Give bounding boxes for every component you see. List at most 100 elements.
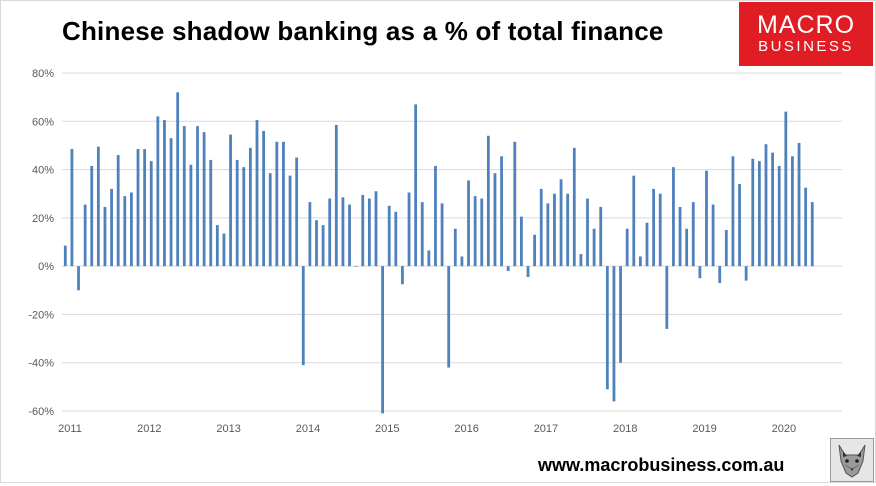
bar — [473, 196, 477, 267]
bar — [566, 193, 570, 267]
bar — [804, 187, 808, 267]
bar — [196, 126, 199, 267]
bar — [282, 141, 285, 267]
bar — [420, 202, 424, 267]
bar — [123, 196, 127, 267]
bar — [638, 256, 642, 267]
bar — [797, 143, 801, 267]
bar — [275, 141, 279, 267]
bar — [83, 204, 87, 267]
bar — [407, 192, 411, 267]
bar — [619, 266, 622, 363]
bar — [559, 179, 563, 267]
bar — [764, 144, 768, 267]
logo-line1: MACRO — [756, 11, 856, 39]
bar — [632, 175, 636, 267]
bar — [143, 149, 147, 267]
bar — [480, 198, 484, 267]
y-tick-label: 80% — [32, 68, 54, 80]
bar — [572, 147, 576, 267]
bar — [156, 116, 160, 267]
bar — [579, 254, 583, 267]
bar — [315, 220, 318, 267]
bar — [777, 165, 781, 267]
x-tick-label: 2011 — [58, 423, 82, 435]
bar — [526, 266, 530, 278]
bar — [751, 158, 755, 267]
bar — [248, 147, 252, 267]
bar — [235, 159, 239, 267]
bar — [262, 130, 266, 267]
macrobusiness-logo: MACRO BUSINESS — [739, 2, 873, 66]
bar — [493, 173, 497, 267]
bar — [229, 134, 232, 267]
wolf-icon — [830, 438, 874, 482]
page-title: Chinese shadow banking as a % of total f… — [62, 16, 664, 46]
x-tick-label: 2013 — [216, 423, 240, 435]
bar — [387, 205, 391, 267]
bar — [612, 266, 616, 402]
y-tick-label: -60% — [28, 406, 54, 418]
bar — [348, 204, 351, 267]
bar — [592, 228, 596, 267]
bar — [467, 180, 470, 267]
y-tick-label: 20% — [32, 213, 54, 225]
bar — [242, 167, 246, 267]
bar — [176, 92, 180, 267]
bar — [215, 225, 219, 267]
y-tick-label: -40% — [28, 358, 54, 370]
bar — [130, 192, 133, 267]
bar — [255, 120, 259, 267]
bar — [222, 233, 226, 267]
x-tick-label: 2017 — [534, 423, 558, 435]
x-tick-label: 2015 — [375, 423, 399, 435]
bar — [665, 266, 669, 329]
bars — [63, 92, 814, 414]
bar — [136, 149, 140, 267]
bar — [70, 149, 74, 267]
bar — [401, 266, 404, 285]
bar — [645, 222, 649, 267]
bar — [381, 266, 384, 414]
bar — [308, 202, 312, 267]
bar — [784, 111, 788, 267]
bar — [163, 120, 166, 267]
bar — [705, 170, 708, 267]
y-axis-labels: 80% 60% 40% 20% 0% -20% -40% -60% — [28, 68, 54, 418]
bar — [698, 266, 702, 279]
bar — [546, 203, 550, 267]
website-url: www.macrobusiness.com.au — [538, 455, 785, 475]
bar — [586, 198, 589, 267]
bar — [110, 188, 113, 267]
bar — [744, 266, 748, 281]
bar — [321, 225, 325, 267]
x-tick-label: 2012 — [137, 423, 161, 435]
bar — [724, 229, 728, 267]
bar — [209, 159, 213, 267]
bar — [731, 156, 735, 267]
y-tick-label: 60% — [32, 116, 54, 128]
x-tick-label: 2016 — [454, 423, 478, 435]
bar — [268, 173, 272, 267]
bar — [103, 206, 107, 267]
bar — [301, 266, 305, 366]
bar — [414, 104, 418, 267]
bar — [738, 184, 741, 267]
bar — [652, 188, 656, 267]
bar — [169, 138, 173, 267]
bar — [334, 124, 338, 267]
y-tick-label: -20% — [28, 309, 54, 321]
bar — [500, 156, 503, 267]
bar — [361, 194, 365, 267]
bar — [791, 156, 794, 267]
bar — [116, 155, 120, 267]
bar — [434, 165, 437, 267]
bar — [678, 206, 682, 267]
x-tick-label: 2020 — [772, 423, 796, 435]
bar — [374, 191, 378, 267]
bar — [63, 245, 67, 267]
bar — [77, 266, 80, 291]
bar — [605, 266, 609, 390]
bar — [202, 132, 206, 267]
